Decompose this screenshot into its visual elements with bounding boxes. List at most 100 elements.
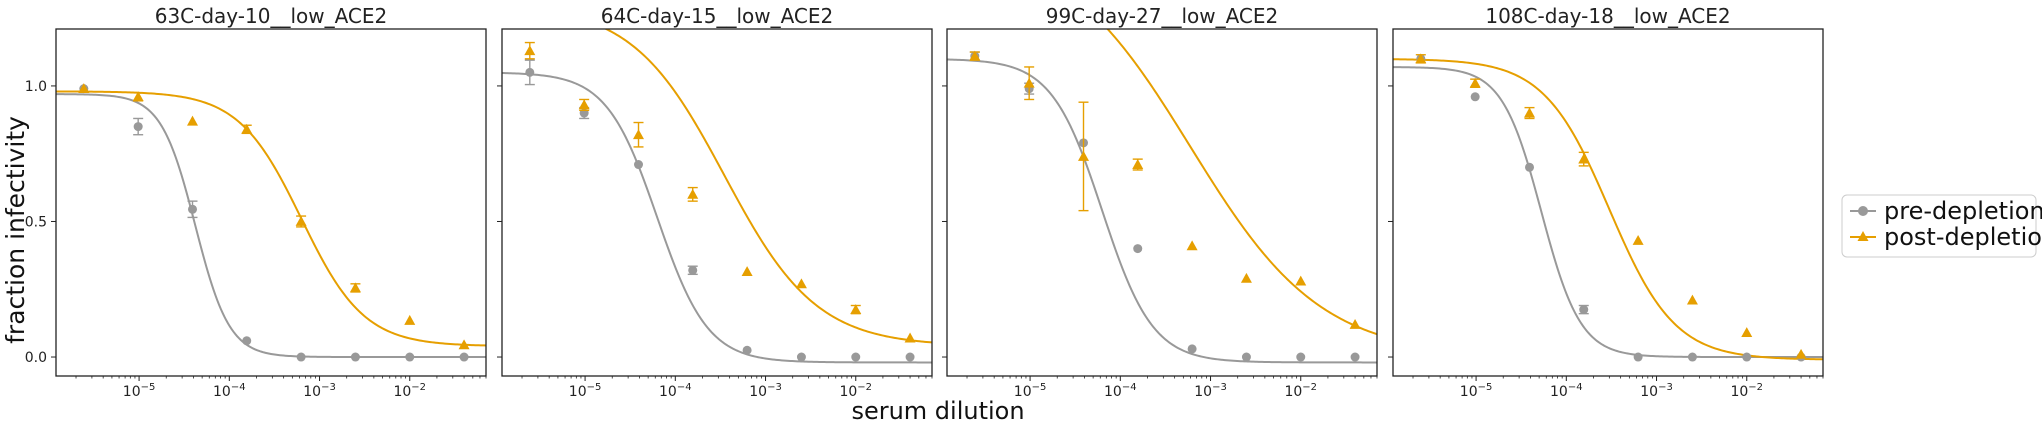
fit-curve-pre <box>502 72 932 364</box>
data-point-pre <box>1525 162 1535 172</box>
data-point-pre <box>905 352 915 362</box>
fit-curve-post <box>1393 58 1823 361</box>
fit-curve-pre <box>947 58 1377 364</box>
data-point-post <box>524 45 536 56</box>
data-point-post <box>1741 327 1753 338</box>
data-point-post <box>1240 272 1252 283</box>
x-axis-label: serum dilution <box>851 397 1024 425</box>
axes-frame <box>1392 28 1824 377</box>
x-tick-label: 10−3 <box>749 382 782 400</box>
panel-1: 63C-day-10__low_ACE2 0.0 0.5 1.0 10−5 10−4 10−… <box>25 4 487 400</box>
data-point-post <box>1295 275 1307 286</box>
data-point-post <box>904 332 916 343</box>
axes-frame <box>946 28 1378 377</box>
legend-marker-pre <box>1858 206 1868 216</box>
data-point-post <box>1023 77 1035 88</box>
data-point-post <box>687 188 699 199</box>
x-tick-label: 10−3 <box>303 382 336 400</box>
panel-title: 108C-day-18__low_ACE2 <box>1485 4 1730 28</box>
legend: pre-depletion post-depletion <box>1841 194 2042 258</box>
data-point-post <box>458 339 470 350</box>
legend-label-post: post-depletion <box>1884 223 2042 251</box>
data-point-post <box>1686 294 1698 305</box>
axes-frame <box>501 28 933 377</box>
x-tick-label: 10−2 <box>1284 382 1317 400</box>
data-point-pre <box>1579 305 1589 315</box>
x-tick-label: 10−4 <box>213 382 246 400</box>
data-point-post <box>349 282 361 293</box>
data-point-post <box>1132 159 1144 169</box>
data-point-pre <box>1350 352 1360 362</box>
x-tick-label: 10−5 <box>1460 382 1493 400</box>
data-point-pre <box>1187 344 1197 354</box>
x-tick-label: 10−4 <box>1104 382 1137 400</box>
x-tick-label: 10−5 <box>123 382 156 400</box>
data-point-post <box>1186 240 1198 251</box>
data-point-pre <box>796 352 806 362</box>
data-point-post <box>969 50 981 61</box>
plot-area <box>56 90 486 359</box>
y-tick-label: 0.5 <box>25 214 47 230</box>
plot-area <box>1393 58 1823 361</box>
x-tick-label: 10−2 <box>1730 382 1763 400</box>
data-point-post <box>295 215 307 226</box>
y-tick-label: 0.0 <box>25 350 47 366</box>
x-tick-label: 10−3 <box>1194 382 1227 400</box>
data-point-post <box>1795 348 1807 359</box>
legend-item-pre: pre-depletion <box>1850 197 2042 225</box>
legend-label-pre: pre-depletion <box>1884 197 2042 225</box>
data-point-pre <box>242 336 252 346</box>
legend-item-post: post-depletion <box>1850 223 2042 251</box>
data-point-pre <box>188 204 198 214</box>
axes-frame <box>55 28 487 377</box>
data-point-post <box>132 91 144 102</box>
x-tick-label: 10−4 <box>659 382 692 400</box>
data-point-post <box>1469 77 1481 88</box>
data-point-pre <box>350 352 360 362</box>
legend-marker-post <box>1857 231 1869 241</box>
data-point-pre <box>1687 352 1697 362</box>
data-point-post <box>187 115 199 126</box>
data-point-pre <box>1133 244 1143 254</box>
data-point-post <box>850 304 862 314</box>
data-point-pre <box>688 265 698 275</box>
data-point-post <box>578 99 590 110</box>
data-point-pre <box>525 67 535 77</box>
panels: 63C-day-10__low_ACE2 0.0 0.5 1.0 10−5 10−4 10−… <box>25 4 1824 400</box>
data-point-pre <box>459 352 469 362</box>
y-axis-label: fraction infectivity <box>1 116 30 344</box>
data-point-post <box>795 278 807 289</box>
data-point-pre <box>1296 352 1306 362</box>
data-point-post <box>404 314 416 325</box>
fit-curve-post <box>56 90 486 347</box>
data-point-pre <box>1241 352 1251 362</box>
data-point-pre <box>405 352 415 362</box>
legend-frame <box>1841 194 2037 258</box>
data-point-pre <box>634 160 644 170</box>
data-point-pre <box>133 122 143 132</box>
y-tick-label: 1.0 <box>25 79 47 95</box>
data-point-post <box>633 129 645 140</box>
data-point-pre <box>1470 92 1480 102</box>
fit-curve-post <box>1106 29 1377 336</box>
fit-curve-post <box>603 29 932 344</box>
plot-area <box>502 29 932 364</box>
data-point-pre <box>1742 352 1752 362</box>
data-point-pre <box>851 352 861 362</box>
data-point-pre <box>742 345 752 355</box>
data-point-post <box>1415 53 1427 64</box>
data-point-post <box>241 123 253 134</box>
panel-title: 63C-day-10__low_ACE2 <box>155 4 388 28</box>
data-point-post <box>741 266 753 277</box>
data-point-pre <box>296 352 306 362</box>
x-tick-label: 10−2 <box>393 382 426 400</box>
data-point-post <box>1349 318 1361 329</box>
panel-title: 99C-day-27__low_ACE2 <box>1046 4 1279 28</box>
x-tick-label: 10−5 <box>569 382 602 400</box>
plot-area <box>947 29 1377 364</box>
data-point-post <box>1524 107 1536 118</box>
data-point-pre <box>1633 352 1643 362</box>
